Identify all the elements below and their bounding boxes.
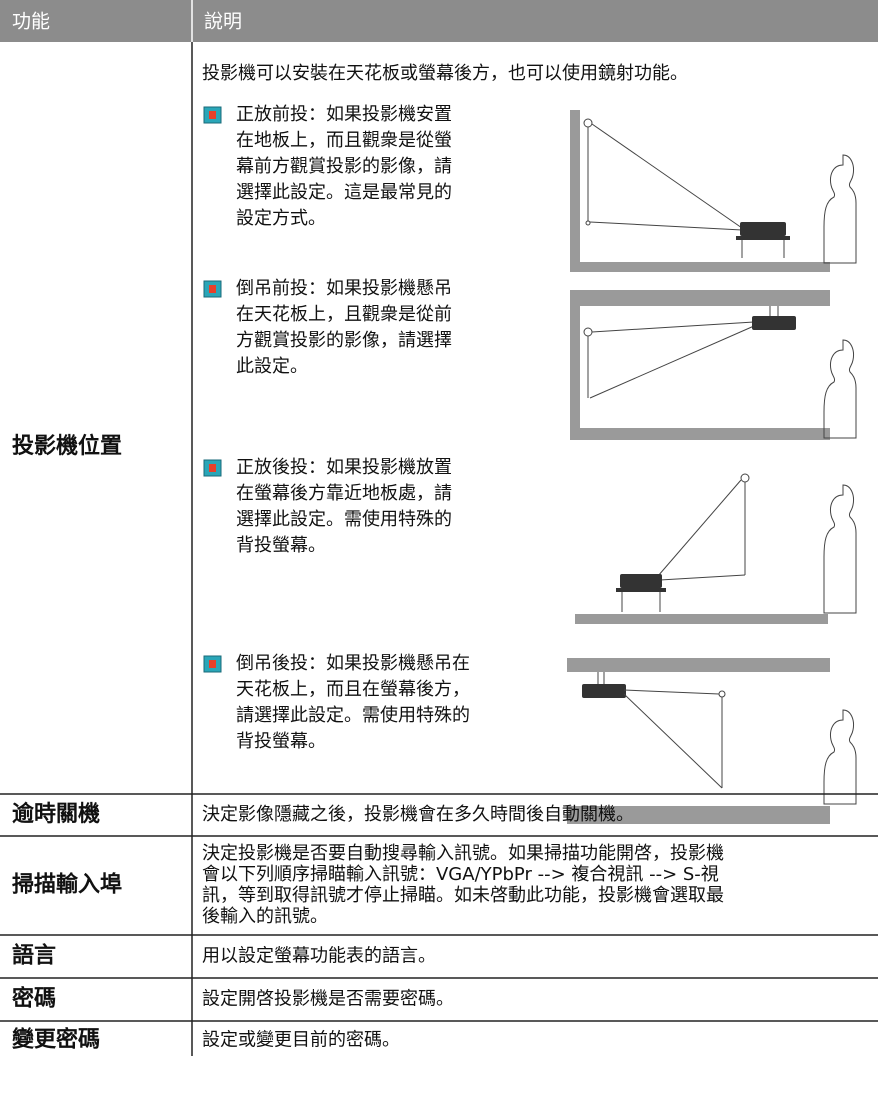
row-text: 設定開啓投影機是否需要密碼。: [202, 989, 454, 1010]
row-label: 變更密碼: [12, 1027, 100, 1053]
option-text: 選擇此設定。需使用特殊的: [236, 509, 452, 530]
option-text: 在螢幕後方靠近地板處，請: [236, 483, 452, 504]
option-icon-inner: [209, 111, 216, 119]
option-text: 倒吊前投：如果投影機懸吊: [236, 278, 452, 299]
row-text: 用以設定螢幕功能表的語言。: [202, 946, 436, 967]
person-outlines: [823, 154, 857, 805]
option-text: 此設定。: [236, 356, 308, 377]
header-col2: 說明: [204, 11, 242, 33]
header-col1: 功能: [12, 11, 50, 33]
row-text: 決定投影機是否要自動搜尋輸入訊號。如果掃描功能開啓，投影機: [202, 843, 724, 864]
row-label: 投影機位置: [12, 433, 122, 459]
intro-text: 投影機可以安裝在天花板或螢幕後方，也可以使用鏡射功能。: [202, 63, 688, 84]
diagram-rear-table: [575, 473, 828, 624]
diagram-rear-ceiling: [567, 658, 830, 824]
option-text: 倒吊後投：如果投影機懸吊在: [236, 653, 470, 674]
row-text: 決定影像隱藏之後，投影機會在多久時間後自動關機。: [202, 804, 634, 825]
option-text: 方觀賞投影的影像，請選擇: [236, 330, 452, 351]
row-label: 掃描輸入埠: [12, 872, 122, 898]
option-text: 請選擇此設定。需使用特殊的: [236, 705, 470, 726]
option-icon-inner: [209, 464, 216, 472]
option-icon-inner: [209, 285, 216, 293]
row-label: 密碼: [12, 986, 56, 1012]
row-text: 訊，等到取得訊號才停止掃瞄。如未啓動此功能，投影機會選取最: [202, 885, 724, 906]
option-text: 天花板上，而且在螢幕後方，: [236, 679, 470, 700]
row-label: 語言: [12, 943, 56, 969]
option-text: 在地板上，而且觀衆是從螢: [236, 130, 452, 151]
option-text: 在天花板上，且觀衆是從前: [236, 304, 452, 325]
row-label: 逾時關機: [12, 801, 100, 827]
option-icon-inner: [209, 660, 216, 668]
row-text: 後輸入的訊號。: [202, 906, 328, 927]
row-text: 會以下列順序掃瞄輸入訊號：VGA/YPbPr --> 複合視訊 --> S-視: [202, 864, 719, 885]
option-text: 選擇此設定。這是最常見的: [236, 182, 452, 203]
option-text: 背投螢幕。: [236, 535, 326, 556]
diagram-front-table: [570, 110, 830, 272]
option-text: 幕前方觀賞投影的影像，請: [236, 156, 452, 177]
option-text: 背投螢幕。: [236, 731, 326, 752]
diagram-front-ceiling: [570, 290, 830, 440]
option-text: 正放後投：如果投影機放置: [236, 457, 452, 478]
row-text: 設定或變更目前的密碼。: [202, 1030, 400, 1051]
option-text: 設定方式。: [236, 208, 326, 229]
header-bar: [0, 0, 878, 42]
option-text: 正放前投：如果投影機安置: [236, 104, 452, 125]
